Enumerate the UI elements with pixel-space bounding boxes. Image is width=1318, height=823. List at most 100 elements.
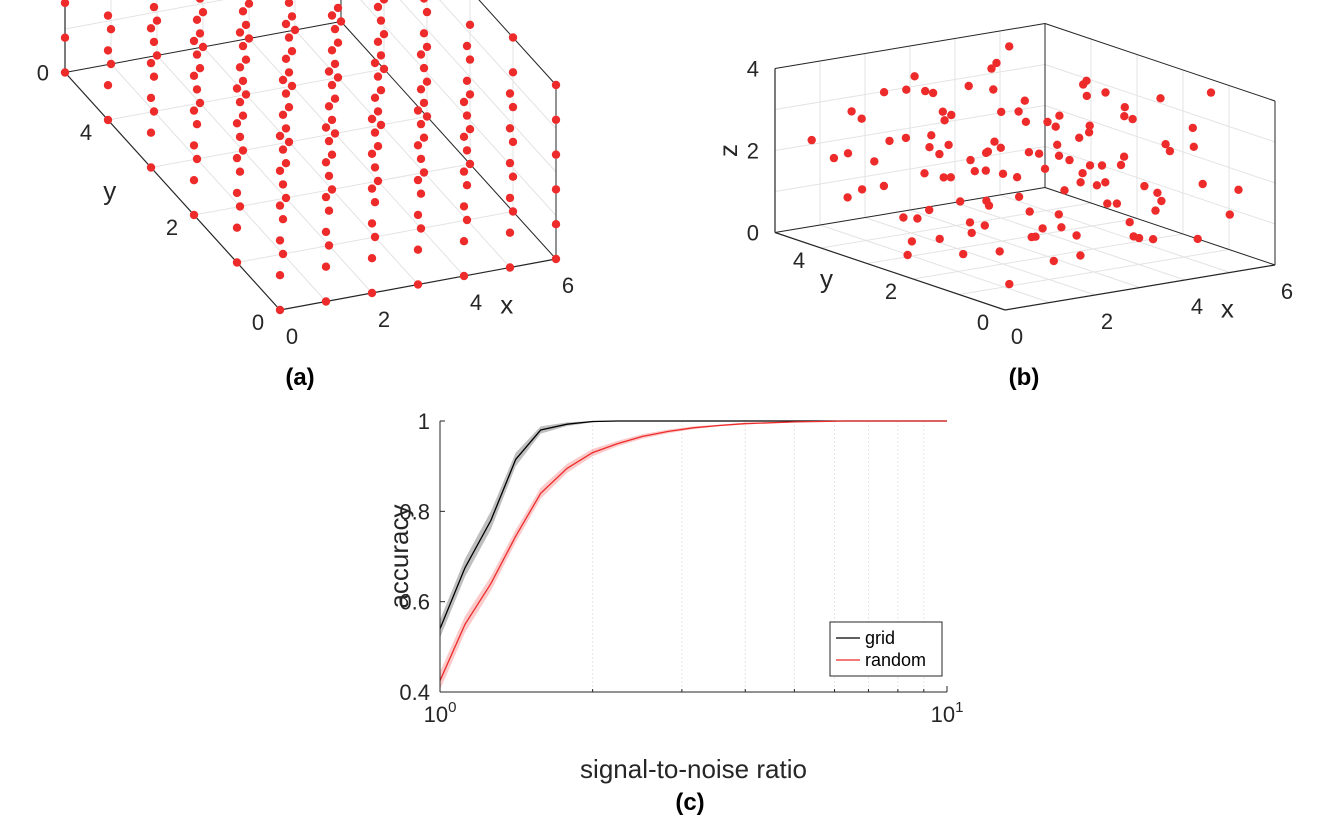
- data-point: [1116, 160, 1126, 170]
- data-point: [275, 166, 285, 175]
- data-point: [235, 63, 245, 72]
- data-point: [902, 85, 911, 94]
- data-point: [321, 262, 331, 271]
- data-point: [413, 175, 423, 185]
- data-point: [281, 19, 291, 29]
- data-point: [330, 94, 340, 103]
- y-tick-label: 2: [166, 215, 178, 240]
- data-point: [232, 84, 242, 93]
- data-point: [278, 145, 288, 154]
- data-point: [278, 215, 288, 224]
- data-point: [1148, 235, 1158, 244]
- box-edge: [478, 0, 557, 86]
- data-point: [965, 218, 975, 227]
- x-tick-label: 0: [1011, 324, 1023, 349]
- grid-line: [156, 55, 373, 294]
- data-point: [103, 46, 113, 55]
- grid-line: [909, 209, 1141, 288]
- grid-line: [958, 249, 1230, 295]
- data-point: [330, 59, 340, 69]
- data-point: [284, 137, 294, 147]
- data-point: [465, 55, 475, 64]
- data-point: [1103, 199, 1112, 208]
- data-point: [901, 133, 911, 143]
- data-point: [336, 17, 346, 26]
- z-tick-label: 4: [747, 57, 759, 82]
- x-axis-line: [1004, 264, 1276, 311]
- data-point: [235, 202, 245, 211]
- grid-line: [478, 0, 557, 86]
- data-point: [1027, 232, 1036, 242]
- data-point: [370, 198, 380, 207]
- data-point: [413, 245, 423, 254]
- x-axis-label: x: [1221, 294, 1234, 324]
- data-point: [232, 223, 242, 232]
- data-point: [333, 3, 343, 13]
- data-point: [462, 41, 472, 51]
- data-point: [413, 210, 423, 220]
- grid-line: [1044, 146, 1276, 225]
- data-point: [327, 80, 337, 90]
- box-edge: [1044, 23, 1276, 102]
- grid-line: [774, 64, 1046, 110]
- x-tick-label: 6: [562, 273, 574, 298]
- box-edge: [1044, 187, 1276, 266]
- data-point: [281, 124, 291, 133]
- data-point: [1014, 107, 1023, 116]
- data-point: [238, 146, 248, 155]
- data-point: [907, 237, 917, 246]
- data-point: [413, 141, 423, 150]
- data-point: [990, 137, 999, 146]
- data-point: [284, 33, 294, 42]
- data-point: [192, 154, 202, 164]
- x-tick-label: 6: [1281, 279, 1293, 304]
- data-point: [927, 131, 936, 140]
- data-point: [940, 116, 949, 125]
- box-edge: [774, 23, 1046, 69]
- data-point: [232, 258, 242, 267]
- data-point: [1189, 142, 1199, 151]
- data-point: [459, 237, 469, 246]
- data-point: [419, 63, 429, 73]
- y-tick-label: 0: [977, 310, 989, 335]
- data-point: [149, 37, 159, 47]
- data-point: [281, 193, 291, 203]
- data-point: [367, 149, 377, 158]
- data-point: [1161, 140, 1170, 149]
- data-point: [333, 38, 343, 47]
- data-point: [275, 305, 285, 315]
- data-point: [367, 288, 377, 298]
- data-point: [103, 115, 113, 125]
- data-point: [1097, 161, 1107, 170]
- accuracy-line-plot: 0.4 0.6 0.8 1 100 101 signal-to-noise ratio acc…: [384, 409, 963, 784]
- grid-line: [866, 218, 1138, 264]
- data-point: [149, 2, 159, 12]
- data-point: [416, 189, 426, 198]
- x-tick-label: 100: [424, 699, 457, 727]
- data-point: [419, 168, 429, 177]
- data-point: [321, 123, 331, 132]
- data-point: [324, 241, 334, 250]
- data-point: [935, 149, 944, 159]
- data-point: [920, 169, 929, 178]
- data-point: [946, 173, 955, 182]
- data-point: [981, 148, 991, 158]
- data-point: [189, 71, 199, 81]
- data-point: [232, 153, 242, 163]
- panel-label-b: (b): [1009, 364, 1040, 391]
- data-point: [106, 25, 116, 34]
- data-point: [1153, 188, 1162, 197]
- data-point: [149, 72, 159, 81]
- data-point: [1128, 114, 1137, 124]
- data-point: [373, 176, 383, 186]
- data-point: [1053, 140, 1062, 149]
- box-edge: [774, 187, 1046, 233]
- grid-line: [820, 202, 1092, 249]
- data-point: [947, 110, 956, 120]
- data-point: [416, 50, 426, 59]
- data-point: [995, 247, 1004, 256]
- data-point: [967, 228, 976, 238]
- data-point: [1082, 91, 1092, 101]
